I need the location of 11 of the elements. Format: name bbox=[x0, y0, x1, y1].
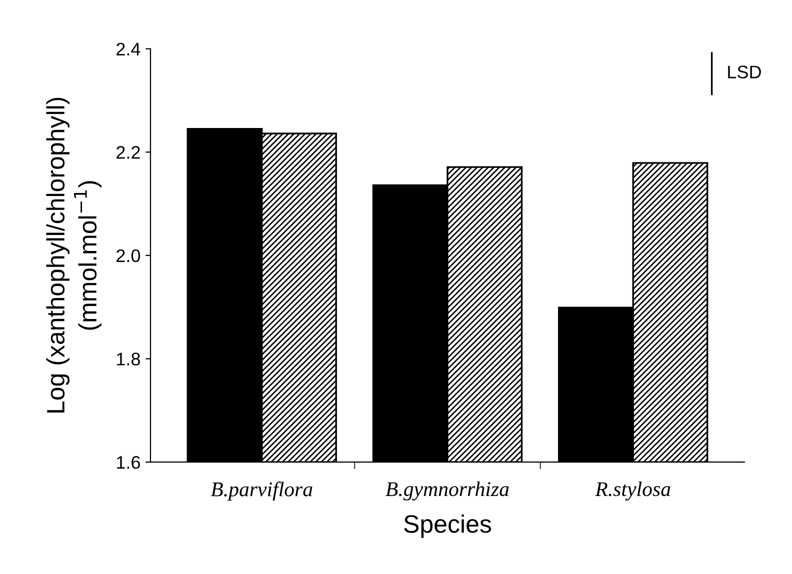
x-axis-title: Species bbox=[404, 514, 492, 538]
x-tick-label: R.stylosa bbox=[595, 482, 670, 500]
y-axis-title: Log (xanthophyll/chlorophyll) (mmol.mol$^{−1}$) bbox=[46, 98, 102, 412]
annotation: LSD bbox=[728, 66, 761, 78]
y-tick-label: 2.2 bbox=[116, 146, 140, 159]
y-tick-label: 1.6 bbox=[117, 456, 140, 469]
y-tick-label: 2.0 bbox=[116, 249, 140, 262]
x-tick-label: B.parviflora bbox=[210, 482, 312, 501]
x-tick-label: B.gymnorrhiza bbox=[386, 482, 509, 500]
y-tick-label: 1.8 bbox=[117, 352, 140, 366]
y-tick-label: 2.4 bbox=[116, 42, 140, 56]
